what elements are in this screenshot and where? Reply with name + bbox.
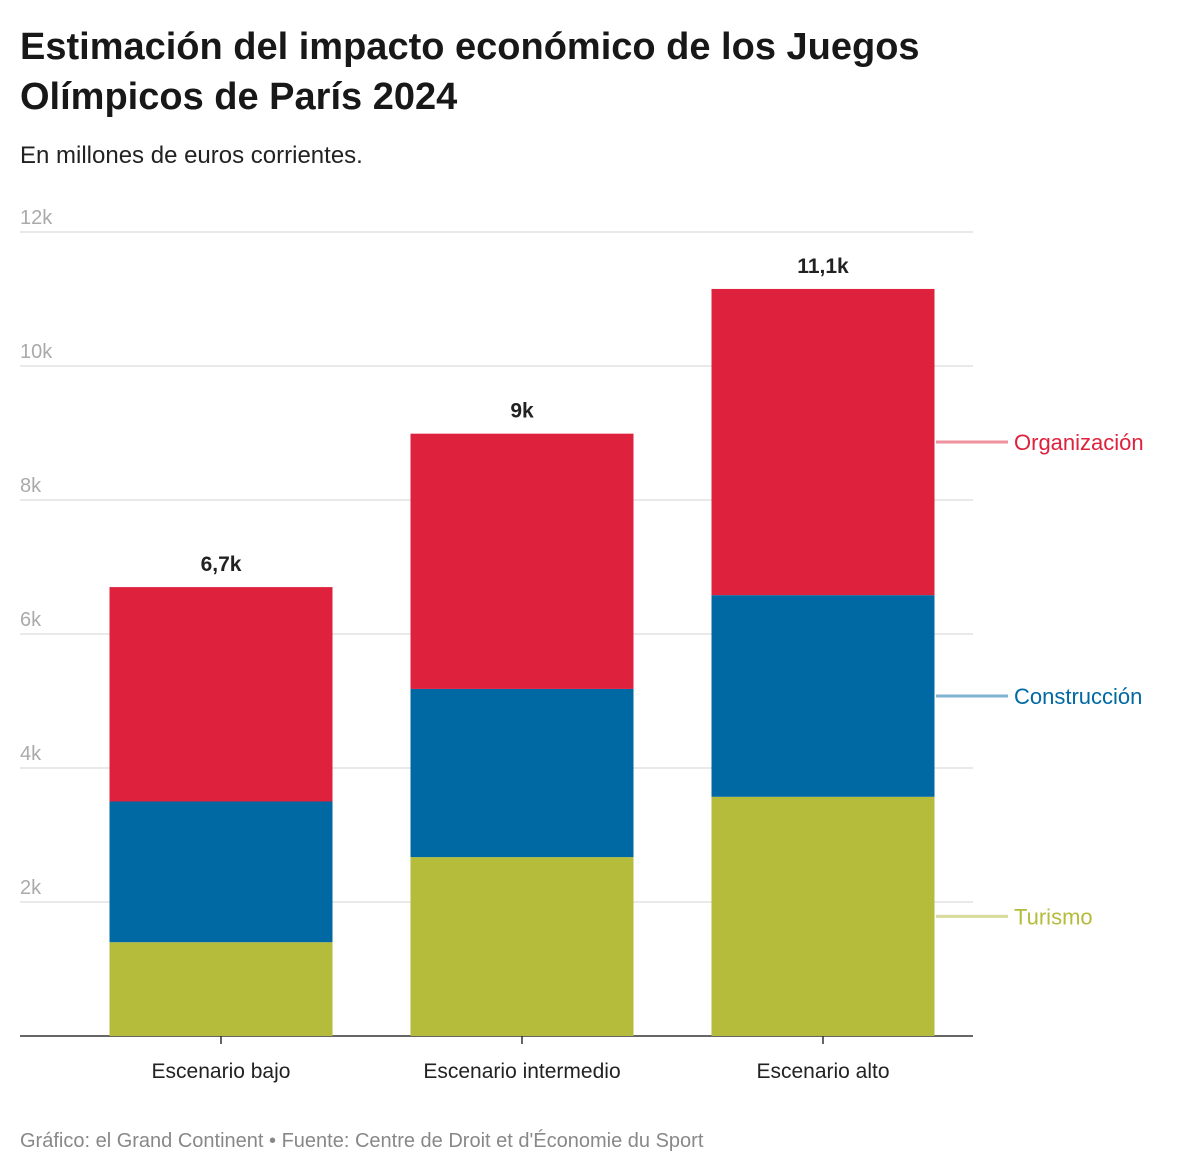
source-footer: Gráfico: el Grand Continent • Fuente: Ce… bbox=[20, 1130, 704, 1152]
bar-segment-construcción bbox=[109, 801, 333, 943]
bar-segment-construcción bbox=[410, 688, 634, 858]
y-tick-label: 2k bbox=[20, 877, 42, 899]
total-label: 6,7k bbox=[201, 553, 242, 576]
y-tick-label: 8k bbox=[20, 475, 42, 497]
y-tick-label: 12k bbox=[20, 207, 53, 229]
legend-label: Construcción bbox=[1014, 684, 1142, 709]
bar-segment-turismo bbox=[410, 857, 634, 1036]
x-tick-label: Escenario alto bbox=[756, 1060, 889, 1083]
bar-segment-turismo bbox=[711, 796, 935, 1036]
legend-label: Organización bbox=[1014, 430, 1144, 455]
bar-segment-organización bbox=[410, 433, 634, 689]
x-tick-label: Escenario intermedio bbox=[423, 1060, 620, 1083]
y-tick-label: 4k bbox=[20, 743, 42, 765]
x-tick-label: Escenario bajo bbox=[152, 1060, 291, 1083]
chart-subtitle: En millones de euros corrientes. bbox=[20, 142, 363, 169]
bar-segment-construcción bbox=[711, 595, 935, 797]
bar-segment-organización bbox=[711, 288, 935, 596]
total-label: 9k bbox=[510, 400, 534, 423]
y-tick-label: 6k bbox=[20, 609, 42, 631]
legend-label: Turismo bbox=[1014, 904, 1093, 929]
bar-segment-turismo bbox=[109, 942, 333, 1036]
total-label: 11,1k bbox=[797, 255, 849, 278]
chart-title: Estimación del impacto económico de los … bbox=[20, 26, 920, 118]
y-tick-label: 10k bbox=[20, 341, 53, 363]
bar-segment-organización bbox=[109, 587, 333, 802]
